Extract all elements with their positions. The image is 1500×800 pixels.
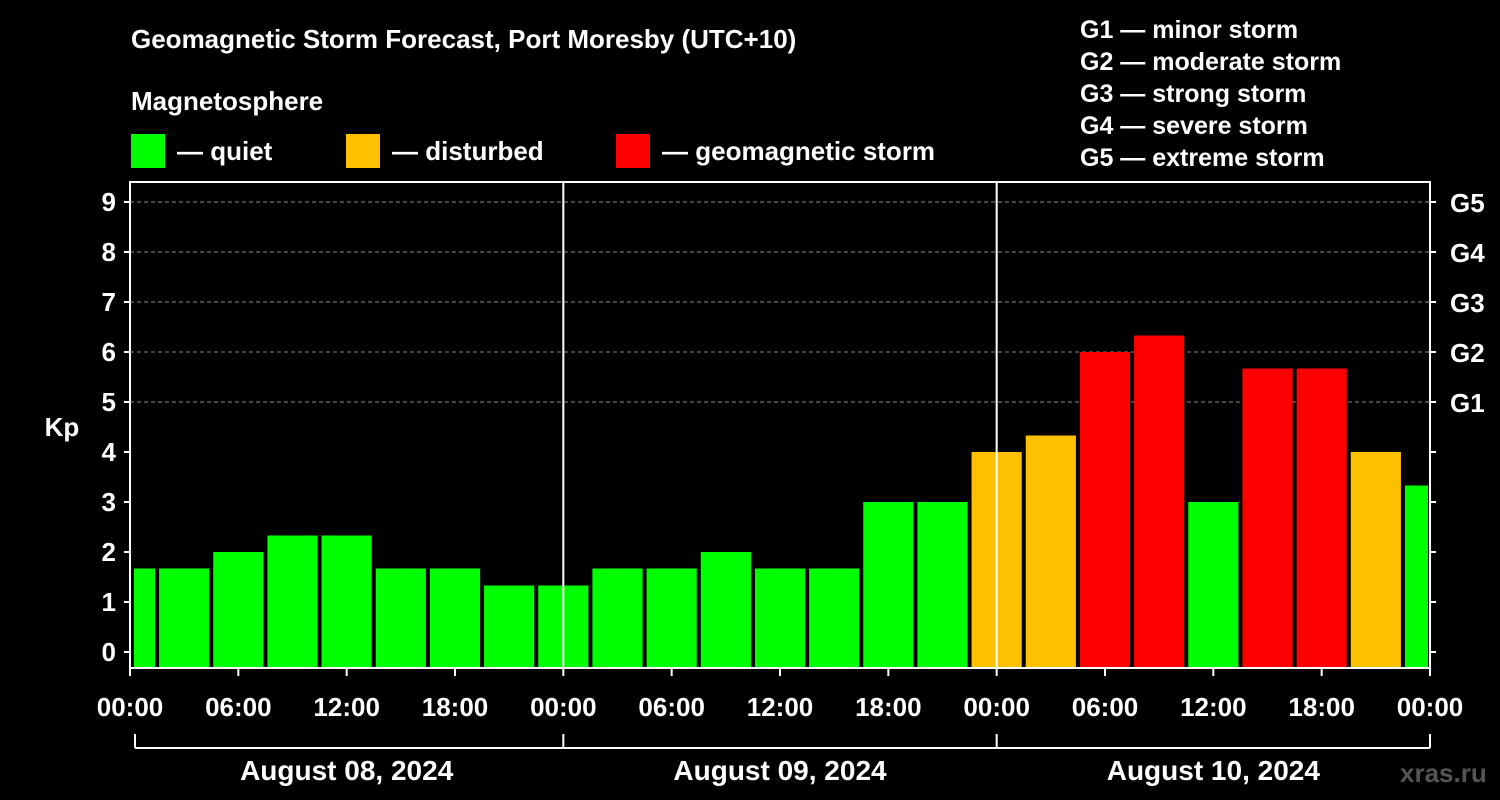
kp-bar <box>1025 435 1076 668</box>
y-tick-label: 9 <box>102 187 116 217</box>
x-tick-label: 06:00 <box>638 692 705 722</box>
legend-swatch-quiet <box>131 134 165 168</box>
g-scale-legend: G1 — minor storm G2 — moderate storm G3 … <box>1080 14 1341 174</box>
x-tick-label: 00:00 <box>530 692 597 722</box>
x-tick-label: 00:00 <box>963 692 1030 722</box>
magnetosphere-label: Magnetosphere <box>131 86 324 116</box>
g-level-label: G4 <box>1450 238 1485 268</box>
kp-bar <box>1404 485 1428 668</box>
kp-bar <box>917 502 968 668</box>
x-tick-label: 06:00 <box>1072 692 1139 722</box>
g-scale-g3: G3 — strong storm <box>1080 80 1307 108</box>
y-tick-label: 8 <box>102 237 116 267</box>
g-scale-g5: G5 — extreme storm <box>1080 144 1325 172</box>
day-label: August 08, 2024 <box>240 755 454 786</box>
kp-bar <box>1079 352 1131 668</box>
legend-swatch-disturbed <box>346 134 380 168</box>
g-scale-g1: G1 — minor storm <box>1080 16 1299 44</box>
kp-bar <box>809 568 860 668</box>
kp-bar <box>863 502 914 668</box>
chart-title: Geomagnetic Storm Forecast, Port Moresby… <box>131 24 797 54</box>
kp-bar <box>1242 368 1293 668</box>
kp-bar <box>484 585 535 668</box>
x-tick-label: 00:00 <box>1397 692 1464 722</box>
y-axis-label: Kp <box>45 412 80 442</box>
kp-bar <box>321 535 372 668</box>
kp-bar <box>1296 368 1347 668</box>
kp-bar <box>134 568 156 668</box>
y-tick-label: 0 <box>102 637 116 667</box>
day-label: August 09, 2024 <box>673 755 887 786</box>
kp-bar <box>159 568 210 668</box>
kp-bar <box>1350 452 1401 668</box>
x-tick-label: 12:00 <box>313 692 380 722</box>
y-tick-label: 6 <box>102 337 116 367</box>
x-tick-label: 12:00 <box>1180 692 1247 722</box>
legend-item-quiet: — quiet <box>131 134 272 168</box>
kp-bar <box>213 552 264 668</box>
legend-label-quiet: — quiet <box>177 135 273 166</box>
watermark: xras.ru <box>1400 758 1487 788</box>
x-tick-label: 06:00 <box>205 692 272 722</box>
g-level-label: G3 <box>1450 288 1485 318</box>
g-scale-g2: G2 — moderate storm <box>1080 48 1342 76</box>
kp-bar <box>646 568 697 668</box>
kp-bar <box>754 568 806 668</box>
legend-label-storm: — geomagnetic storm <box>662 135 936 166</box>
g-level-label: G5 <box>1450 188 1485 218</box>
x-tick-label: 00:00 <box>97 692 164 722</box>
legend-label-disturbed: — disturbed <box>392 135 544 166</box>
legend-swatch-storm <box>616 134 650 168</box>
x-tick-label: 12:00 <box>747 692 814 722</box>
y-tick-label: 4 <box>102 437 117 467</box>
kp-bar <box>267 535 318 668</box>
day-label: August 10, 2024 <box>1107 755 1321 786</box>
x-tick-label: 18:00 <box>1288 692 1355 722</box>
g-level-label: G1 <box>1450 388 1485 418</box>
g-level-label: G2 <box>1450 338 1485 368</box>
legend-item-storm: — geomagnetic storm <box>616 134 935 168</box>
legend-item-disturbed: — disturbed <box>346 134 544 168</box>
y-tick-label: 2 <box>102 537 116 567</box>
x-tick-label: 18:00 <box>422 692 489 722</box>
y-tick-label: 1 <box>102 587 116 617</box>
y-tick-label: 7 <box>102 287 116 317</box>
kp-bar <box>700 552 751 668</box>
y-tick-label: 5 <box>102 387 116 417</box>
kp-bar <box>375 568 426 668</box>
kp-bar <box>429 568 481 668</box>
kp-bar <box>592 568 643 668</box>
x-tick-label: 18:00 <box>855 692 922 722</box>
kp-bar <box>1188 502 1239 668</box>
kp-bar <box>1134 335 1185 668</box>
g-scale-g4: G4 — severe storm <box>1080 112 1308 140</box>
y-tick-label: 3 <box>102 487 116 517</box>
